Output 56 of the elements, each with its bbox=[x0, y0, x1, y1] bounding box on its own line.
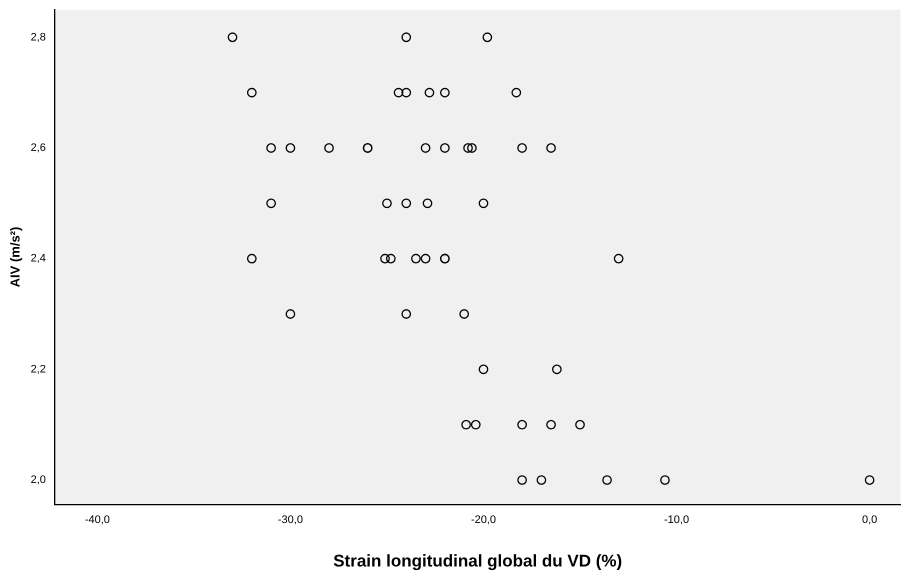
point bbox=[602, 475, 612, 485]
point bbox=[517, 420, 527, 430]
point bbox=[467, 143, 477, 153]
point bbox=[401, 88, 412, 98]
point bbox=[536, 475, 546, 485]
x-tick-label: -20,0 bbox=[470, 514, 496, 526]
point bbox=[482, 32, 492, 42]
point bbox=[470, 420, 481, 430]
point bbox=[401, 198, 412, 208]
point bbox=[517, 475, 527, 485]
point bbox=[266, 143, 276, 153]
point bbox=[420, 254, 430, 264]
x-tick-label: 0,0 bbox=[862, 514, 878, 526]
point bbox=[420, 143, 430, 153]
y-tick-label: 2,4 bbox=[30, 252, 46, 265]
point bbox=[517, 143, 527, 153]
point bbox=[411, 254, 421, 264]
point bbox=[424, 88, 434, 98]
y-axis-title: AIV (m/s²) bbox=[7, 226, 22, 288]
point bbox=[478, 198, 488, 208]
point bbox=[246, 88, 257, 98]
point bbox=[286, 143, 296, 153]
point bbox=[478, 364, 488, 374]
point bbox=[440, 143, 450, 153]
point bbox=[552, 364, 562, 374]
point bbox=[546, 143, 556, 153]
point bbox=[228, 32, 238, 42]
point bbox=[286, 309, 296, 319]
point bbox=[380, 254, 390, 264]
point bbox=[511, 88, 522, 98]
point bbox=[660, 475, 670, 485]
point bbox=[461, 420, 471, 430]
point bbox=[422, 198, 432, 208]
point bbox=[386, 254, 396, 264]
point bbox=[394, 88, 404, 98]
point bbox=[382, 198, 392, 208]
y-tick-label: 2,0 bbox=[30, 474, 46, 486]
y-tick-label: 2,8 bbox=[30, 31, 46, 44]
point bbox=[401, 32, 412, 42]
point bbox=[246, 254, 257, 264]
y-tick-label: 2,2 bbox=[30, 363, 46, 376]
point bbox=[266, 198, 276, 208]
point bbox=[864, 475, 874, 485]
point bbox=[463, 143, 473, 153]
point bbox=[324, 143, 334, 153]
y-tick-label: 2,6 bbox=[30, 142, 46, 154]
x-tick-label: -10,0 bbox=[664, 514, 690, 526]
point bbox=[575, 420, 585, 430]
point bbox=[440, 88, 450, 98]
point bbox=[614, 254, 624, 264]
point bbox=[401, 309, 412, 319]
x-tick-label: -30,0 bbox=[278, 514, 303, 526]
x-axis-title: Strain longitudinal global du VD (%) bbox=[333, 551, 622, 570]
x-tick-label: -40,0 bbox=[84, 514, 110, 526]
point bbox=[546, 420, 556, 430]
point bbox=[459, 309, 470, 319]
